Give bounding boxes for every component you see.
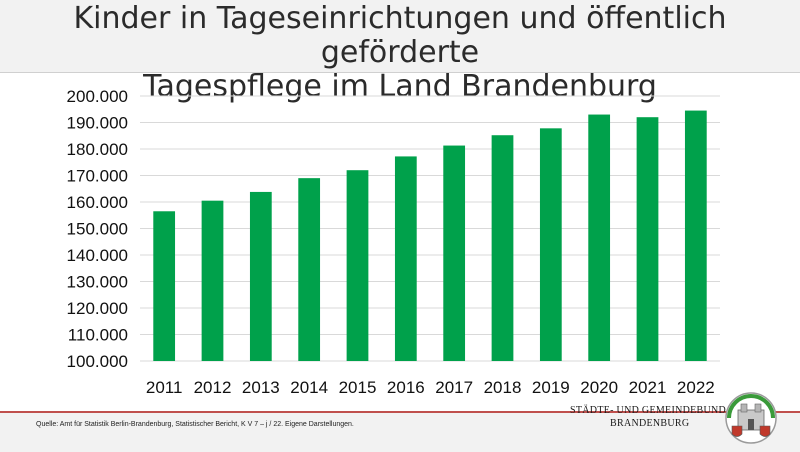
y-tick-label: 110.000 bbox=[68, 326, 128, 345]
page-title-line-1: Kinder in Tageseinrichtungen und öffentl… bbox=[73, 1, 727, 70]
y-tick-label: 150.000 bbox=[67, 220, 128, 239]
organization-name: STÄDTE- UND GEMEINDEBUND bbox=[570, 405, 727, 416]
bar-2017 bbox=[443, 145, 466, 361]
coat-of-arms-icon bbox=[725, 392, 777, 444]
x-tick-label: 2014 bbox=[290, 378, 328, 397]
y-axis-ticks: 100.000 110.000 120.000 130.000 140.000 150.0… bbox=[67, 87, 128, 371]
y-tick-label: 200.000 bbox=[67, 87, 128, 106]
title-band bbox=[0, 0, 800, 73]
bar-2018 bbox=[491, 135, 514, 361]
y-tick-label: 100.000 bbox=[67, 352, 128, 371]
bar-2015 bbox=[346, 170, 369, 361]
bar-2013 bbox=[249, 191, 272, 361]
x-tick-label: 2015 bbox=[339, 378, 377, 397]
x-tick-label: 2012 bbox=[194, 378, 232, 397]
bars bbox=[153, 110, 707, 361]
bar-2012 bbox=[201, 200, 224, 361]
x-tick-label: 2011 bbox=[146, 378, 183, 397]
x-axis-ticks: 2011 2012 2013 2014 2015 2016 2017 2018 2019 2020… bbox=[146, 378, 715, 397]
y-tick-label: 160.000 bbox=[67, 193, 128, 212]
bar-2016 bbox=[394, 156, 417, 361]
page-title-line-2: Tagespflege im Land Brandenburg bbox=[143, 69, 657, 104]
bar-chart: 100.000 110.000 120.000 130.000 140.000 150.0… bbox=[67, 87, 720, 397]
source-note: Quelle: Amt für Statistik Berlin-Branden… bbox=[36, 421, 354, 428]
y-tick-label: 140.000 bbox=[67, 246, 128, 265]
page-title: Kinder in Tageseinrichtungen und öffentl… bbox=[0, 2, 800, 104]
x-tick-label: 2021 bbox=[629, 378, 667, 397]
x-tick-label: 2017 bbox=[435, 378, 473, 397]
y-tick-label: 180.000 bbox=[67, 140, 128, 159]
bar-2019 bbox=[539, 128, 562, 361]
y-tick-label: 120.000 bbox=[67, 299, 128, 318]
bar-2014 bbox=[298, 178, 321, 361]
bar-2022 bbox=[684, 110, 707, 361]
footer-band bbox=[0, 411, 800, 452]
y-tick-label: 190.000 bbox=[67, 114, 128, 133]
gridlines bbox=[140, 95, 720, 362]
x-tick-label: 2018 bbox=[484, 378, 522, 397]
x-tick-label: 2016 bbox=[387, 378, 425, 397]
organization-region: BRANDENBURG bbox=[610, 418, 690, 429]
x-tick-label: 2013 bbox=[242, 378, 280, 397]
x-tick-label: 2019 bbox=[532, 378, 570, 397]
bar-2020 bbox=[588, 114, 611, 361]
bar-2011 bbox=[153, 211, 176, 361]
y-tick-label: 170.000 bbox=[67, 167, 128, 186]
x-tick-label: 2020 bbox=[580, 378, 618, 397]
bar-2021 bbox=[636, 117, 659, 361]
x-tick-label: 2022 bbox=[677, 378, 715, 397]
y-tick-label: 130.000 bbox=[67, 273, 128, 292]
